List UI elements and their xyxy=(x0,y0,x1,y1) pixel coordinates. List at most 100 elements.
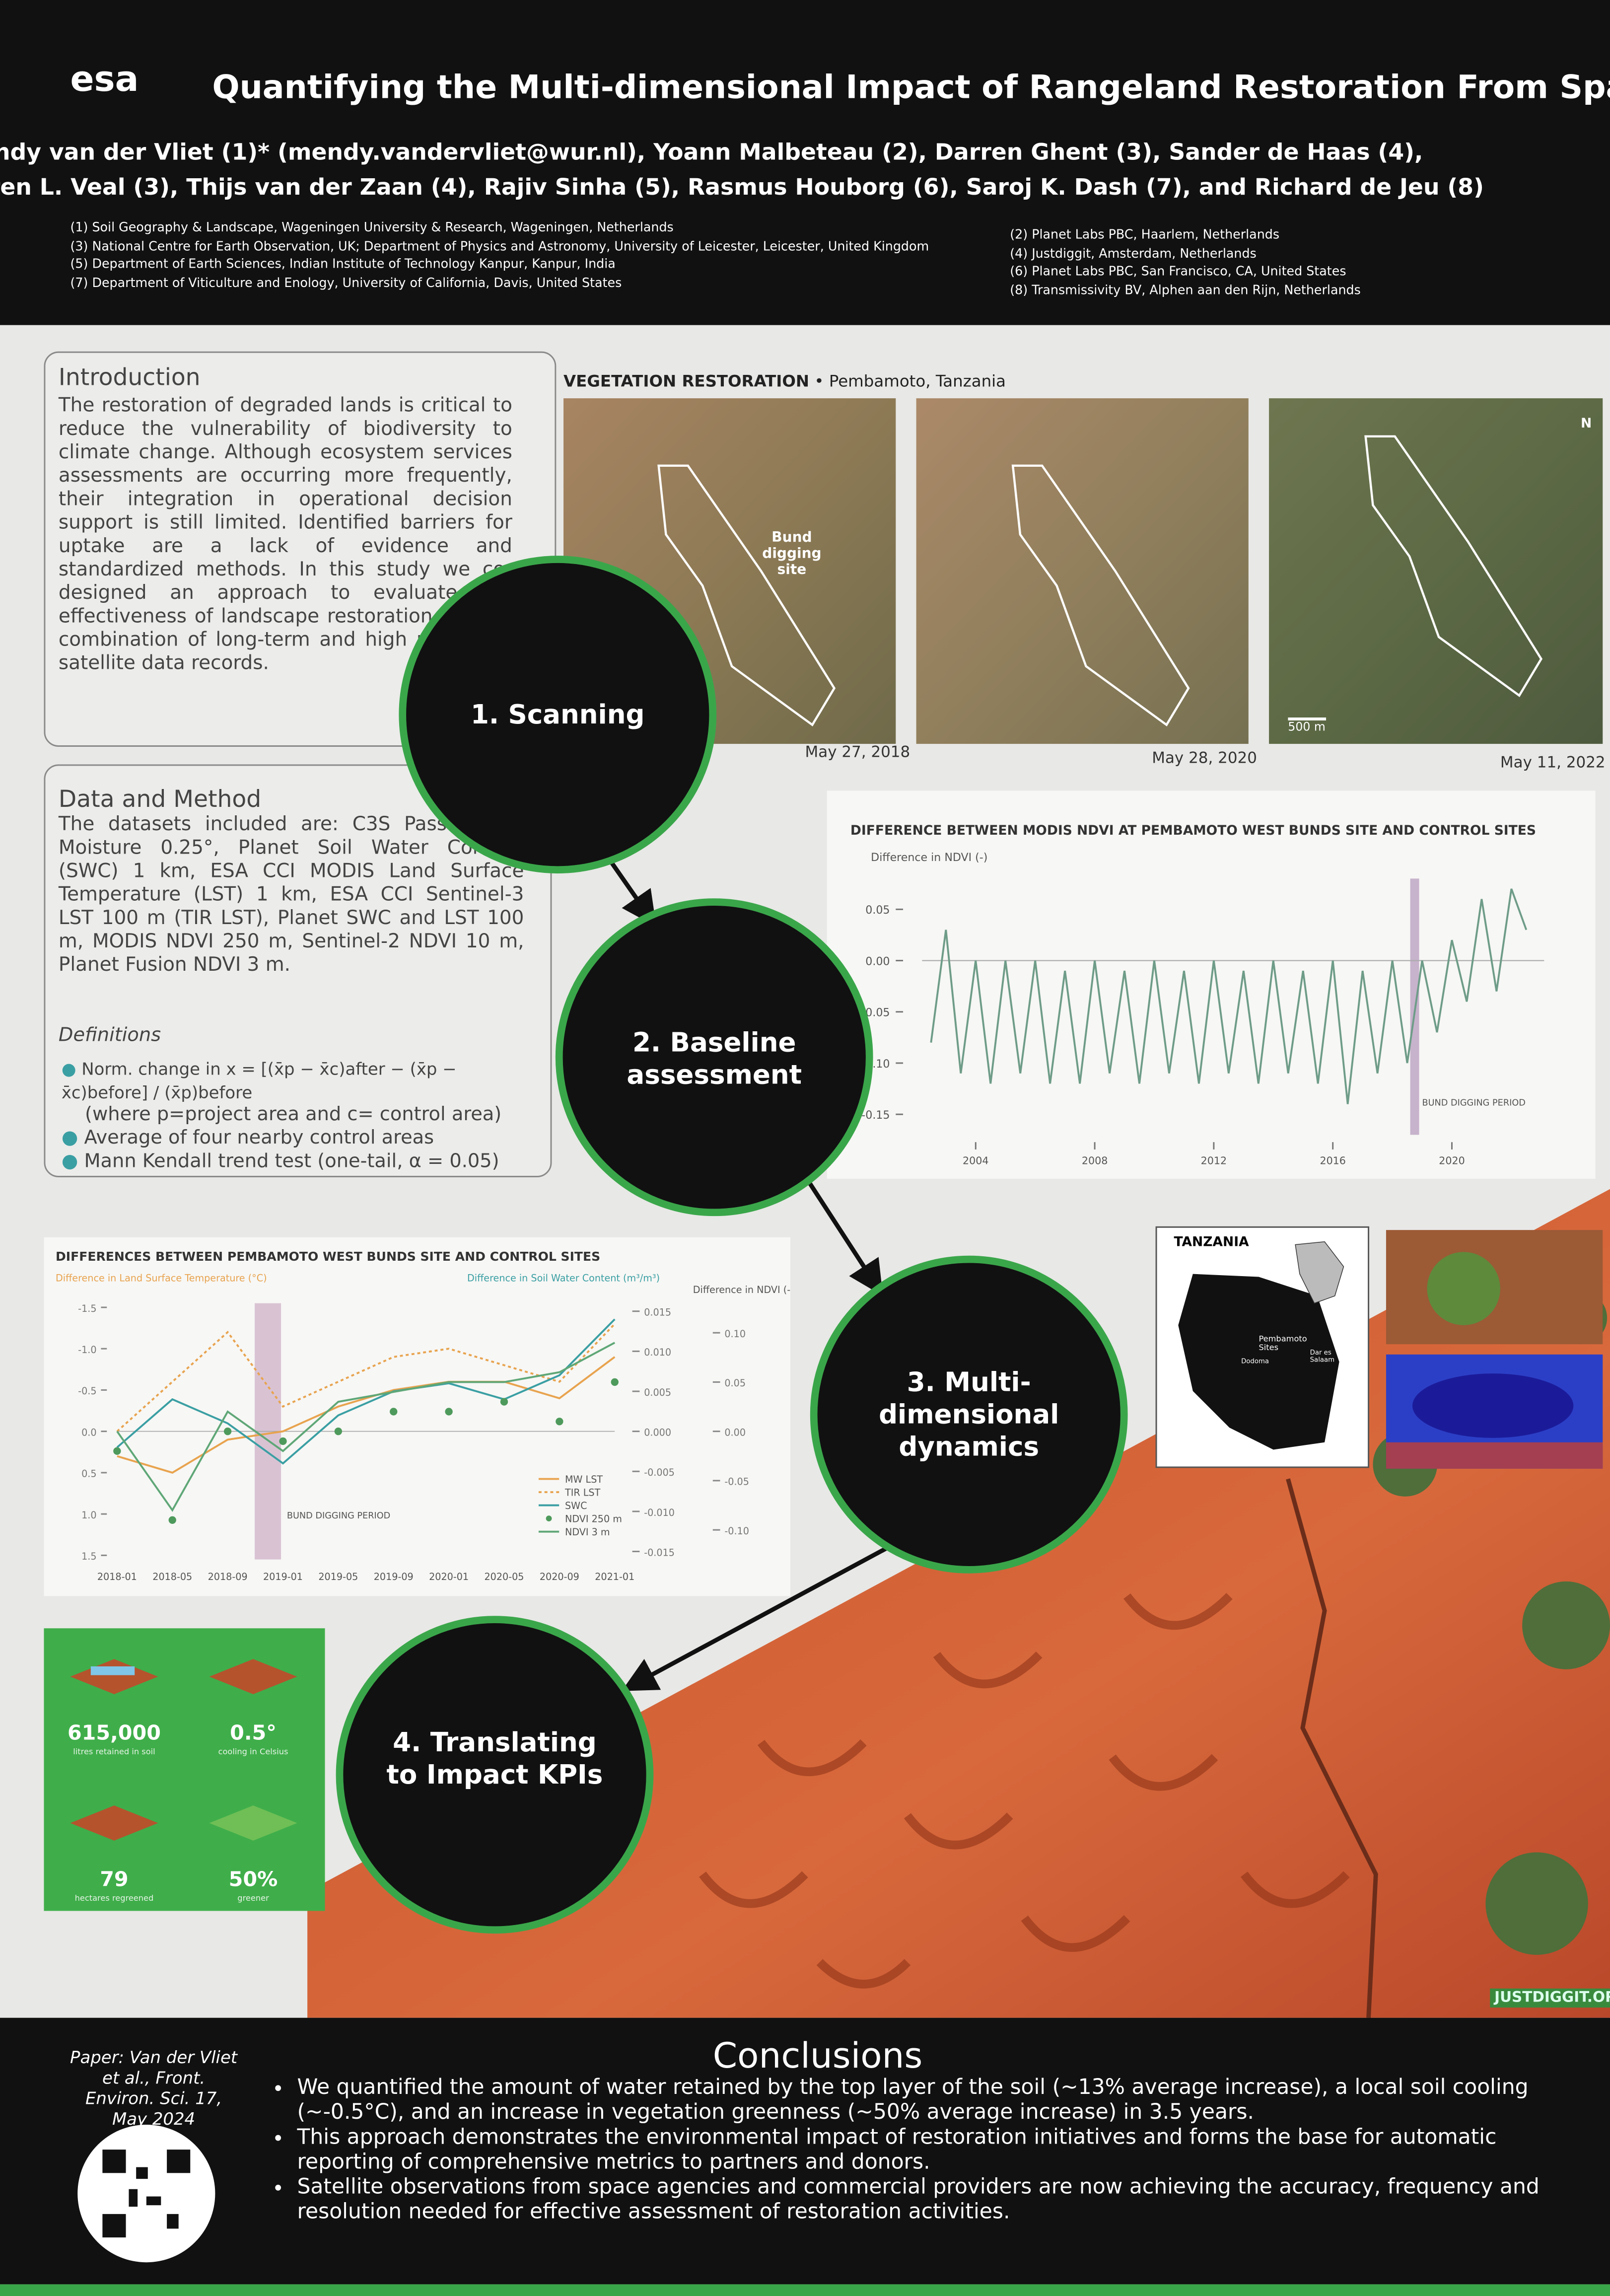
y-axis-label: Difference in Land Surface Temperature (… xyxy=(56,1272,267,1284)
ndvi-dot xyxy=(500,1398,508,1406)
step: 4. Translating to Impact KPIs xyxy=(386,1727,603,1791)
tick-label: 1.5 xyxy=(81,1551,96,1562)
authors: Karen L. Veal (3), Thijs van der Zaan (4… xyxy=(0,174,1484,201)
tick-label: -0.5 xyxy=(78,1385,96,1397)
africa-inset xyxy=(1295,1241,1344,1304)
site-outlines xyxy=(657,435,1543,726)
map-city: Dar es Salaam xyxy=(1310,1350,1335,1365)
x-tick-label: 2016 xyxy=(1320,1154,1345,1166)
arrows xyxy=(605,855,894,1691)
legend-label: NDVI 3 m xyxy=(565,1526,610,1538)
footer xyxy=(0,2017,1610,2285)
tick-label: 0.05 xyxy=(724,1377,746,1389)
series-line xyxy=(117,1356,616,1474)
ndvi-dot xyxy=(334,1427,343,1435)
tick-label: -0.10 xyxy=(724,1525,749,1537)
authors: Mendy van der Vliet (1)* (mendy.vandervl… xyxy=(0,139,1423,166)
y-tick-label: 0.05 xyxy=(865,904,890,917)
annotation: BUND DIGGING PERIOD xyxy=(1422,1098,1525,1108)
qr-pattern xyxy=(102,2150,191,2238)
vegetation-title: VEGETATION RESTORATION xyxy=(563,372,810,391)
footer-strip xyxy=(0,2284,1610,2296)
x-tick-label: 2004 xyxy=(963,1154,988,1166)
scale-bar: 500 m xyxy=(1288,718,1326,733)
intro-text: The restoration of degraded lands is cri… xyxy=(58,395,512,675)
step: 3. Multi-dimensional dynamics xyxy=(879,1367,1059,1463)
image-date: May 27, 2018 xyxy=(805,744,910,762)
affiliations-right: (2) Planet Labs PBC, Haarlem, Netherland… xyxy=(1010,227,1361,300)
definitions: ● Norm. change in x = [(x̄p − x̄c)after … xyxy=(62,1057,545,1174)
vegetation-heading: VEGETATION RESTORATION • Pembamoto, Tanz… xyxy=(563,372,1006,391)
chart-title: DIFFERENCE BETWEEN MODIS NDVI AT PEMBAMO… xyxy=(850,823,1536,838)
x-tick-label: 2019-05 xyxy=(318,1571,358,1582)
series-line xyxy=(116,1342,616,1512)
affiliation: (4) Justdiggit, Amsterdam, Netherlands xyxy=(1010,246,1257,262)
image-date: May 11, 2022 xyxy=(1500,754,1606,772)
step: 2. Baseline assessment xyxy=(627,1028,802,1091)
image-date: May 28, 2020 xyxy=(1152,749,1257,768)
conclusion: We quantified the amount of water retain… xyxy=(297,2077,1585,2126)
x-tick-label: 2012 xyxy=(1201,1154,1227,1166)
method-text: The datasets included are: C3S Passive S… xyxy=(58,814,524,977)
kpi-label: litres retained in soil xyxy=(73,1748,155,1757)
annotation: BUND DIGGING PERIOD xyxy=(287,1511,390,1521)
legend-swatch xyxy=(546,1515,552,1522)
formula-text: Norm. change in x = [(x̄p − x̄c)after − … xyxy=(61,1059,457,1103)
x-tick-label: 2020-01 xyxy=(429,1571,469,1582)
x-tick-label: 2020 xyxy=(1439,1154,1465,1166)
tick-label: 0.005 xyxy=(644,1387,671,1398)
x-tick-label: 2018-05 xyxy=(152,1571,192,1582)
affiliation: (6) Planet Labs PBC, San Francisco, CA, … xyxy=(1010,265,1346,280)
ndvi-dot xyxy=(279,1437,287,1445)
kpi-value: 0.5° xyxy=(230,1722,277,1746)
x-tick-label: 2019-09 xyxy=(374,1571,414,1582)
site-label: Bund digging site xyxy=(762,530,822,578)
legend-label: SWC xyxy=(565,1500,587,1511)
step: 1. Scanning xyxy=(470,700,645,731)
conclusions: We quantified the amount of water retain… xyxy=(271,2077,1585,2226)
ndvi-dot xyxy=(556,1418,563,1426)
ndvi-dot xyxy=(168,1516,176,1524)
y-tick-label: 0.00 xyxy=(865,955,890,968)
kpi-value: 79 xyxy=(100,1868,129,1892)
tick-label: 0.00 xyxy=(724,1427,746,1438)
kpi-label: cooling in Celsius xyxy=(218,1748,288,1757)
tick-label: -1.5 xyxy=(78,1303,96,1314)
thermal-cool xyxy=(1412,1373,1574,1438)
affiliation: (1) Soil Geography & Landscape, Wagening… xyxy=(70,221,674,236)
formula: ● Norm. change in x = [(x̄p − x̄c)after … xyxy=(61,1059,457,1103)
ndvi-dot xyxy=(390,1408,398,1416)
tanzania-shape xyxy=(1178,1274,1339,1450)
tick-label: 0.010 xyxy=(644,1347,671,1358)
conclusion: Satellite observations from space agenci… xyxy=(297,2176,1585,2225)
field-bush xyxy=(1427,1252,1500,1325)
satellite-image xyxy=(1269,398,1603,744)
thermal-hot xyxy=(1386,1442,1603,1469)
conclusion: This approach demonstrates the environme… xyxy=(297,2126,1585,2176)
y2-axis-label: Difference in Soil Water Content (m³/m³) xyxy=(467,1272,660,1284)
kpi-label: greener xyxy=(237,1895,269,1904)
affiliation: (5) Department of Earth Sciences, Indian… xyxy=(70,258,616,273)
map-city: Dodoma xyxy=(1241,1359,1269,1366)
ndvi-chart: DIFFERENCE BETWEEN MODIS NDVI AT PEMBAMO… xyxy=(827,790,1596,1179)
y-axis-label: Difference in NDVI (-) xyxy=(871,851,987,864)
vegetation-location: • Pembamoto, Tanzania xyxy=(814,372,1006,391)
affiliations-left: (1) Soil Geography & Landscape, Wagening… xyxy=(70,219,929,292)
kpi-value: 50% xyxy=(228,1868,278,1892)
chart-title: DIFFERENCES BETWEEN PEMBAMOTO WEST BUNDS… xyxy=(56,1249,600,1264)
definitions-title: Definitions xyxy=(58,1025,161,1047)
x-tick-label: 2018-09 xyxy=(208,1571,248,1582)
ndvi-line xyxy=(930,888,1528,1104)
tick-label: -0.015 xyxy=(644,1547,675,1558)
series-line xyxy=(116,1323,616,1433)
photo-credit: JUSTDIGGIT.ORG xyxy=(1490,1988,1610,2008)
x-tick-label: 2020-05 xyxy=(484,1571,524,1582)
tick-label: 0.015 xyxy=(644,1307,671,1318)
affiliation: (7) Department of Viticulture and Enolog… xyxy=(70,276,622,291)
satellite-image xyxy=(916,398,1249,744)
y-tick-label: -0.15 xyxy=(861,1109,890,1122)
affiliation: (3) National Centre for Earth Observatio… xyxy=(70,239,929,254)
kpi-icons xyxy=(70,1659,297,1841)
y3-axis-label: Difference in NDVI (-) xyxy=(693,1284,790,1295)
